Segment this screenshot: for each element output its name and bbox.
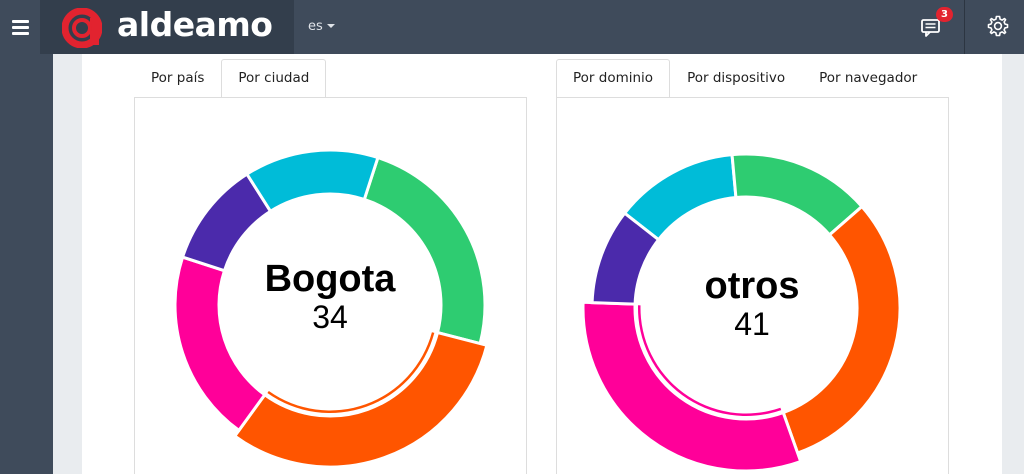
- domain-donut-chart: [582, 152, 902, 473]
- top-navbar: aldeamo es 3: [0, 0, 1024, 54]
- city-slice-4[interactable]: [244, 148, 380, 214]
- language-label: es: [308, 19, 323, 34]
- navbar-divider: [964, 0, 965, 54]
- notification-badge: 3: [936, 7, 953, 22]
- city-center-name: Bogota: [264, 258, 396, 300]
- tab-por-navegador[interactable]: Por navegador: [819, 70, 918, 86]
- language-dropdown[interactable]: es: [308, 19, 335, 34]
- messages-icon[interactable]: [918, 12, 948, 40]
- domain-slice-3[interactable]: [582, 300, 803, 473]
- city-donut-chart: [173, 148, 489, 469]
- sidebar: [0, 54, 53, 474]
- city-slice-1[interactable]: [232, 330, 489, 469]
- tab-por-ciudad[interactable]: Por ciudad: [221, 59, 327, 98]
- city-center-value: 34: [312, 299, 348, 335]
- city-slice-1-inner-ring: [267, 332, 435, 413]
- tab-por-dispositivo[interactable]: Por dispositivo: [687, 70, 786, 86]
- hamburger-icon: [11, 18, 29, 36]
- brand-name: aldeamo: [117, 5, 273, 44]
- domain-slice-2[interactable]: [781, 204, 902, 455]
- gear-icon[interactable]: [986, 14, 1010, 38]
- domain-slice-4[interactable]: [590, 211, 661, 306]
- brand[interactable]: aldeamo: [40, 0, 294, 54]
- domain-center-name: otros: [704, 265, 800, 307]
- city-center-label: Bogota 34: [230, 259, 430, 335]
- domain-center-label: otros 41: [652, 266, 852, 342]
- aldeamo-logo-icon: [62, 8, 102, 48]
- tab-por-dominio[interactable]: Por dominio: [556, 59, 671, 98]
- right-tabs: Por dominio Por dispositivo Por navegado…: [556, 59, 934, 98]
- tab-por-pais[interactable]: Por país: [151, 70, 205, 86]
- domain-center-value: 41: [734, 306, 770, 342]
- caret-down-icon: [326, 24, 335, 28]
- left-tabs: Por país Por ciudad: [134, 59, 327, 98]
- menu-toggle-button[interactable]: [0, 0, 40, 54]
